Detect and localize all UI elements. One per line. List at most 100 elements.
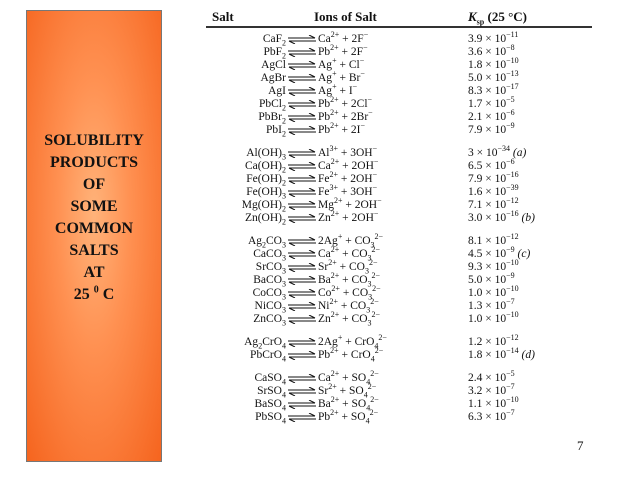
equilibrium-arrow-icon <box>288 288 316 299</box>
salt-formula: Fe(OH)2 <box>246 173 286 188</box>
salt-formula: ZnCO3 <box>253 313 286 328</box>
ions-of-salt: Co2+ + CO32− <box>318 284 381 302</box>
equilibrium-arrow-icon <box>288 60 316 71</box>
table-row: AgCl Ag+ + Cl− 1.8 × 10−10 <box>206 56 592 72</box>
table-row: Fe(OH)2 Fe2+ + 2OH− 7.9 × 10−16 <box>206 170 592 188</box>
salt-formula: Ag2CrO4 <box>244 336 286 351</box>
ions-of-salt: Ag+ + I− <box>318 82 358 97</box>
equilibrium-arrow-icon <box>288 249 316 260</box>
ions-of-salt: Pb2+ + 2Br− <box>318 108 373 123</box>
ksp-value: 7.1 × 10−12 <box>468 196 519 211</box>
ions-of-salt: Ag+ + Cl− <box>318 56 365 71</box>
table-row: AgI Ag+ + I− 8.3 × 10−17 <box>206 82 592 98</box>
ksp-value: 1.6 × 10−39 <box>468 183 519 198</box>
table-row: CoCO3 Co2+ + CO32− 1.0 × 10−10 <box>206 284 592 302</box>
ksp-value: 1.7 × 10−5 <box>468 95 515 110</box>
ions-of-salt: Ca2+ + 2OH− <box>318 157 379 172</box>
equilibrium-arrow-icon <box>288 47 316 58</box>
page-number: 7 <box>577 438 584 453</box>
equilibrium-arrow-icon <box>288 174 316 185</box>
ksp-value: 7.9 × 10−9 <box>468 121 515 136</box>
ions-of-salt: Zn2+ + 2OH− <box>318 209 379 224</box>
salt-formula: Fe(OH)3 <box>246 186 286 201</box>
table-row: PbF2 Pb2+ + 2F− 3.6 × 10−8 <box>206 44 592 61</box>
equilibrium-arrow-icon <box>288 200 316 211</box>
ions-of-salt: Fe2+ + 2OH− <box>318 170 378 185</box>
equilibrium-arrow-icon <box>288 399 316 410</box>
equilibrium-arrow-icon <box>288 350 316 361</box>
equilibrium-arrow-icon <box>288 275 316 286</box>
salt-formula: BaSO4 <box>254 398 286 413</box>
salt-formula: AgI <box>268 85 286 97</box>
equilibrium-arrow-icon <box>288 125 316 136</box>
table-row: PbBr2 Pb2+ + 2Br− 2.1 × 10−6 <box>206 108 592 125</box>
equilibrium-arrow-icon <box>288 262 316 273</box>
equilibrium-arrow-icon <box>288 99 316 110</box>
ksp-value: 5.0 × 10−13 <box>468 69 519 84</box>
group-spacer <box>206 137 592 147</box>
salt-formula: PbSO4 <box>255 411 286 426</box>
table-row: Fe(OH)3 Fe3+ + 3OH− 1.6 × 10−39 <box>206 183 592 201</box>
salt-formula: Ca(OH)2 <box>244 160 286 175</box>
table-row: ZnCO3 Zn2+ + CO32− 1.0 × 10−10 <box>206 310 592 328</box>
salt-formula: CaCO3 <box>253 248 286 263</box>
ksp-value: 4.5 × 10−9 (c) <box>468 245 531 260</box>
ksp-value: 6.3 × 10−7 <box>468 408 515 423</box>
header-ions: Ions of Salt <box>314 9 377 24</box>
title-line: OF <box>82 176 106 193</box>
ions-of-salt: Mg2+ + 2OH− <box>318 196 382 211</box>
ksp-value: 8.3 × 10−17 <box>468 82 519 97</box>
ions-of-salt: Pb2+ + 2I− <box>318 121 366 136</box>
ions-of-salt: Al3+ + 3OH− <box>318 144 378 159</box>
equilibrium-arrow-icon <box>288 112 316 123</box>
salt-formula: NiCO3 <box>254 300 286 315</box>
ions-of-salt: Ni2+ + CO32− <box>318 297 379 315</box>
ions-of-salt: Zn2+ + CO32− <box>318 310 381 328</box>
ions-of-salt: Ca2+ + 2F− <box>318 30 369 45</box>
solubility-table: Salt Ions of Salt Ksp (25 °C) CaF2 Ca2+ +… <box>206 8 592 426</box>
salt-formula: PbCl2 <box>258 98 286 113</box>
ions-of-salt: Sr2+ + SO42− <box>318 382 377 400</box>
title-line: SALTS <box>69 242 119 259</box>
table-row: Mg(OH)2 Mg2+ + 2OH− 7.1 × 10−12 <box>206 196 592 213</box>
ksp-value: 7.9 × 10−16 <box>468 170 519 185</box>
salt-formula: CoCO3 <box>252 287 286 302</box>
salt-formula: PbF2 <box>263 46 286 61</box>
ions-of-salt: Ba2+ + CO32− <box>318 271 381 289</box>
table-row: PbCl2 Pb2+ + 2Cl− 1.7 × 10−5 <box>206 95 592 113</box>
temperature-line: 25 0 C <box>44 284 144 306</box>
ions-of-salt: Sr2+ + CO32− <box>318 258 378 276</box>
ions-of-salt: 2Ag+ + CrO42− <box>318 333 387 351</box>
equilibrium-arrow-icon <box>288 161 316 172</box>
table-row: AgBr Ag+ + Br− 5.0 × 10−13 <box>206 69 592 85</box>
ksp-value: 9.3 × 10−10 <box>468 258 519 273</box>
table-row: Ca(OH)2 Ca2+ + 2OH− 6.5 × 10−6 <box>206 157 592 175</box>
table-row: PbSO4 Pb2+ + SO42− 6.3 × 10−7 <box>206 408 592 426</box>
table-row: CaSO4 Ca2+ + SO42− 2.4 × 10−5 <box>206 369 592 386</box>
header-salt: Salt <box>212 9 234 24</box>
equilibrium-arrow-icon <box>288 412 316 423</box>
ions-of-salt: Pb2+ + SO42− <box>318 408 379 426</box>
group-spacer <box>206 326 592 336</box>
ions-of-salt: 2Ag+ + CO32− <box>318 232 384 250</box>
table-row: PbI2 Pb2+ + 2I− 7.9 × 10−9 <box>206 121 592 138</box>
salt-formula: PbCrO4 <box>250 349 286 364</box>
table-row: CaCO3 Ca2+ + CO32− 4.5 × 10−9 (c) <box>206 245 592 263</box>
table-row: SrCO3 Sr2+ + CO32− 9.3 × 10−10 <box>206 258 592 276</box>
title-line: PRODUCTS <box>49 154 138 171</box>
equilibrium-arrow-icon <box>288 86 316 97</box>
equilibrium-arrow-icon <box>288 386 316 397</box>
ksp-value: 5.0 × 10−9 <box>468 271 515 286</box>
ions-of-salt: Pb2+ + 2Cl− <box>318 95 373 110</box>
ksp-value: 3.9 × 10−11 <box>468 30 519 45</box>
title-line: AT <box>83 264 105 281</box>
ksp-value: 1.1 × 10−10 <box>468 395 519 410</box>
ksp-value: 1.0 × 10−10 <box>468 310 519 325</box>
ksp-value: 2.4 × 10−5 <box>468 369 515 384</box>
ksp-value: 1.3 × 10−7 <box>468 297 515 312</box>
table-header: Salt Ions of Salt Ksp (25 °C) <box>206 8 592 28</box>
equilibrium-arrow-icon <box>288 301 316 312</box>
ions-of-salt: Fe3+ + 3OH− <box>318 183 378 198</box>
slide-title: SOLUBILITY PRODUCTS OF SOME COMMON SALTS… <box>44 130 144 306</box>
equilibrium-arrow-icon <box>288 373 316 384</box>
